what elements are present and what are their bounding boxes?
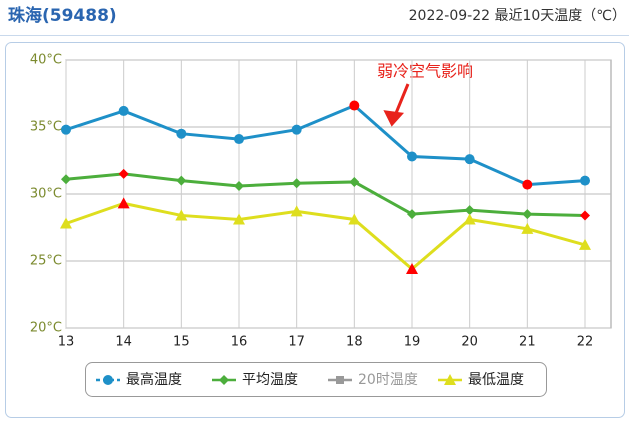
- annotation: 弱冷空气影响: [377, 62, 473, 81]
- x-tick-label: 13: [58, 335, 75, 350]
- y-tick-label: 40°C: [30, 53, 62, 68]
- x-tick-label: 22: [577, 335, 594, 350]
- x-tick-label: 16: [231, 335, 248, 350]
- point: [291, 178, 302, 189]
- point: [176, 175, 187, 186]
- x-tick-label: 19: [404, 335, 421, 350]
- x-tick-label: 17: [288, 335, 305, 350]
- y-tick-label: 35°C: [30, 120, 62, 135]
- legend-label: 20时温度: [358, 372, 418, 388]
- point: [407, 151, 417, 162]
- legend-label: 最高温度: [126, 371, 182, 388]
- point: [521, 222, 534, 234]
- series-line: [65, 103, 586, 187]
- point: [349, 100, 360, 111]
- point: [348, 213, 361, 225]
- point: [522, 209, 533, 220]
- x-tick-label: 18: [346, 335, 363, 350]
- series-line: [65, 201, 586, 272]
- point: [234, 134, 244, 145]
- point: [61, 124, 71, 135]
- point: [464, 205, 475, 216]
- x-tick-label: 15: [173, 335, 190, 350]
- x-tick-label: 14: [115, 335, 132, 350]
- chart-title: 珠海(59488): [8, 5, 117, 26]
- x-tick-label: 20: [461, 335, 478, 350]
- point: [103, 375, 113, 385]
- point: [407, 209, 417, 220]
- point: [580, 175, 590, 186]
- series-line: [65, 172, 586, 217]
- point: [522, 179, 533, 190]
- point: [349, 176, 360, 187]
- point: [233, 213, 245, 225]
- annotation-arrow: [383, 83, 410, 127]
- x-tick-label: 21: [519, 335, 536, 350]
- chart-subtitle: 2022-09-22 最近10天温度（℃）: [409, 8, 626, 24]
- point: [580, 210, 590, 221]
- point: [464, 154, 475, 165]
- header: [0, 0, 629, 36]
- point: [463, 213, 476, 225]
- point: [175, 209, 188, 221]
- y-tick-label: 25°C: [30, 254, 62, 269]
- point: [406, 263, 418, 275]
- point: [118, 105, 129, 116]
- legend-label: 最低温度: [468, 372, 524, 388]
- point: [118, 168, 129, 179]
- point: [234, 180, 244, 191]
- legend: [85, 362, 547, 397]
- point: [117, 197, 130, 209]
- point: [61, 174, 71, 185]
- legend-label: 平均温度: [242, 372, 298, 388]
- y-tick-label: 30°C: [30, 187, 62, 202]
- point: [579, 238, 591, 250]
- y-tick-label: 20°C: [30, 321, 62, 336]
- point: [290, 205, 303, 217]
- point: [60, 217, 72, 229]
- point: [291, 124, 302, 135]
- point: [176, 128, 187, 139]
